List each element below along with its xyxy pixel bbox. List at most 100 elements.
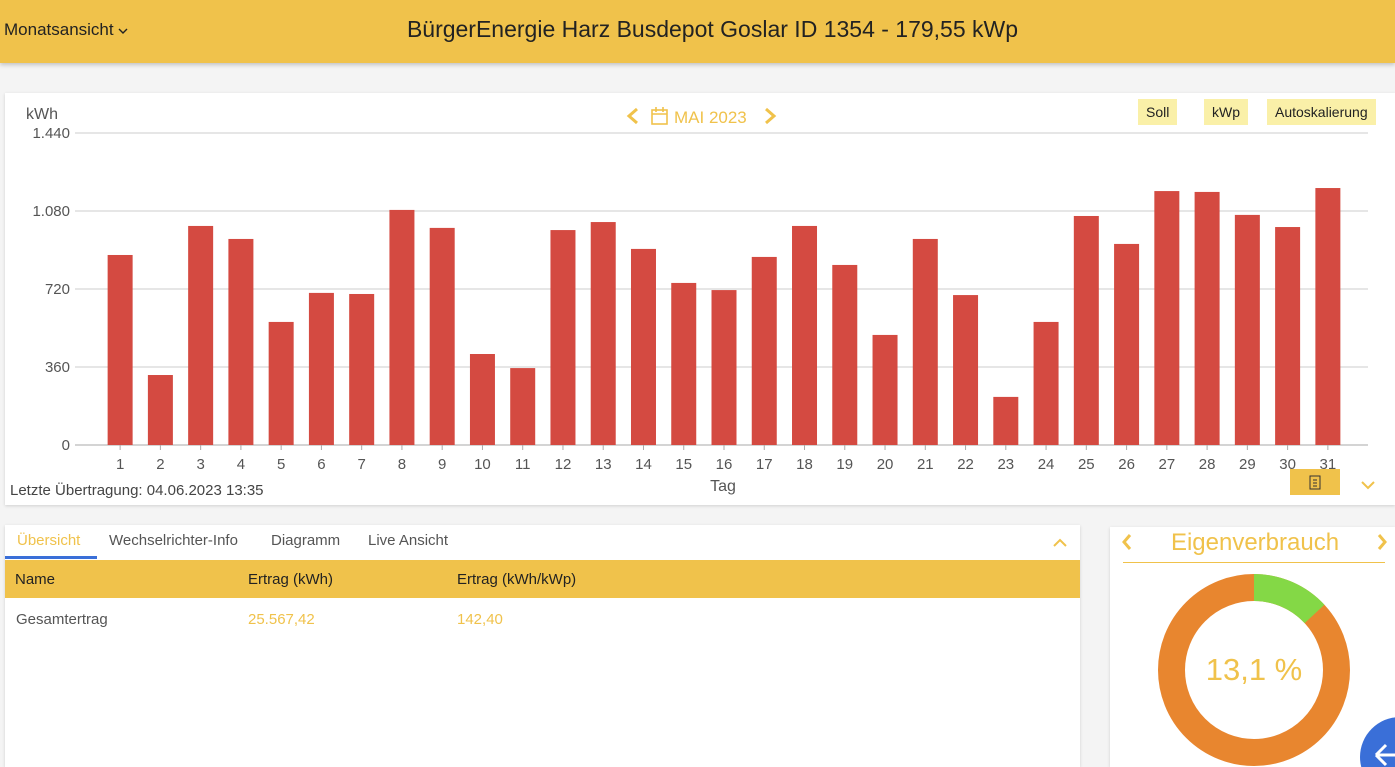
bar bbox=[912, 238, 938, 445]
soll-button[interactable]: Soll bbox=[1138, 99, 1178, 125]
table-cell: 25.567,42 bbox=[248, 611, 315, 628]
pdf-button[interactable] bbox=[1290, 469, 1340, 495]
fab-icon bbox=[1374, 743, 1395, 767]
view-menu[interactable]: Monatsansicht bbox=[4, 20, 128, 40]
tab[interactable]: Übersicht bbox=[17, 532, 81, 549]
bar bbox=[1073, 215, 1099, 445]
x-tick-label: 30 bbox=[1279, 456, 1296, 473]
table-cell: 142,40 bbox=[457, 611, 503, 628]
x-axis-label: Tag bbox=[710, 478, 736, 495]
x-tick-label: 13 bbox=[595, 456, 612, 473]
y-tick-label: 1.080 bbox=[32, 203, 70, 220]
bar bbox=[872, 334, 898, 445]
bar bbox=[671, 282, 697, 445]
bar bbox=[792, 225, 818, 445]
last-transfer: Letzte Übertragung: 04.06.2023 13:35 bbox=[10, 482, 264, 499]
next-month[interactable] bbox=[765, 107, 777, 125]
collapse-chevron[interactable] bbox=[1052, 538, 1068, 548]
x-tick-label: 17 bbox=[756, 456, 773, 473]
view-menu-label[interactable]: Monatsansicht bbox=[4, 20, 114, 39]
x-tick-label: 4 bbox=[237, 456, 245, 473]
column-header: Ertrag (kWh) bbox=[248, 571, 334, 588]
chevron bbox=[118, 28, 128, 34]
prev-arrow[interactable] bbox=[1122, 534, 1132, 550]
bar bbox=[993, 396, 1019, 445]
y-tick-label: 360 bbox=[45, 359, 70, 376]
x-tick-label: 10 bbox=[474, 456, 491, 473]
x-tick-label: 19 bbox=[836, 456, 853, 473]
bar bbox=[188, 225, 214, 445]
x-tick-label: 8 bbox=[398, 456, 406, 473]
x-tick-label: 28 bbox=[1199, 456, 1216, 473]
bar bbox=[590, 222, 616, 445]
bar bbox=[510, 368, 536, 445]
page-title: BürgerEnergie Harz Busdepot Goslar ID 13… bbox=[406, 16, 1019, 42]
x-tick-label: 25 bbox=[1078, 456, 1095, 473]
bar bbox=[711, 290, 737, 445]
table-cell: Gesamtertrag bbox=[16, 611, 108, 628]
tab[interactable]: Wechselrichter-Info bbox=[109, 532, 238, 549]
x-tick-label: 1 bbox=[116, 456, 124, 473]
kwp-button[interactable]: kWp bbox=[1204, 99, 1248, 125]
x-tick-label: 18 bbox=[796, 456, 813, 473]
y-tick-label: 720 bbox=[45, 281, 70, 298]
x-tick-label: 15 bbox=[675, 456, 692, 473]
x-tick-label: 14 bbox=[635, 456, 652, 473]
y-tick-label: 0 bbox=[62, 437, 70, 454]
tab[interactable]: Diagramm bbox=[271, 532, 341, 549]
x-tick-label: 11 bbox=[515, 456, 531, 473]
bar bbox=[389, 209, 415, 445]
column-header: Name bbox=[15, 571, 56, 588]
bar bbox=[469, 354, 495, 445]
expand-chevron[interactable] bbox=[1361, 481, 1375, 490]
x-tick-label: 31 bbox=[1320, 456, 1337, 473]
bar bbox=[630, 248, 656, 445]
bar bbox=[832, 264, 858, 445]
x-tick-label: 12 bbox=[555, 456, 572, 473]
x-tick-label: 22 bbox=[957, 456, 974, 473]
column-header: Ertrag (kWh/kWp) bbox=[457, 571, 577, 588]
bar bbox=[1154, 191, 1180, 445]
bar bbox=[308, 292, 334, 445]
bar bbox=[268, 321, 294, 445]
donut-title: Eigenverbrauch bbox=[1170, 529, 1340, 556]
x-tick-label: 27 bbox=[1158, 456, 1175, 473]
x-tick-label: 9 bbox=[438, 456, 446, 473]
month-label[interactable]: MAI 2023 bbox=[674, 108, 747, 127]
bar bbox=[107, 254, 133, 445]
x-tick-label: 23 bbox=[997, 456, 1014, 473]
active-tab-indicator bbox=[5, 556, 97, 559]
tab[interactable]: Live Ansicht bbox=[368, 532, 449, 549]
x-tick-label: 16 bbox=[716, 456, 733, 473]
x-tick-label: 26 bbox=[1118, 456, 1135, 473]
bar bbox=[550, 230, 576, 445]
donut-label: 13,1 % bbox=[1205, 652, 1303, 687]
top-bar bbox=[0, 0, 1395, 63]
x-tick-label: 3 bbox=[196, 456, 204, 473]
donut-segment bbox=[1158, 574, 1350, 766]
divider bbox=[1123, 562, 1385, 563]
bar bbox=[228, 238, 254, 445]
y-axis-label: kWh bbox=[26, 106, 58, 123]
bar bbox=[1033, 321, 1059, 445]
calendar-icon bbox=[651, 107, 668, 125]
x-tick-label: 24 bbox=[1038, 456, 1055, 473]
autoscale-button[interactable]: Autoskalierung bbox=[1267, 99, 1376, 125]
bar bbox=[429, 227, 455, 445]
bar bbox=[147, 375, 173, 445]
table-header bbox=[5, 560, 1080, 598]
donut-panel bbox=[1110, 527, 1395, 767]
prev-month[interactable] bbox=[626, 107, 638, 125]
bar bbox=[1194, 191, 1220, 445]
y-tick-label: 1.440 bbox=[32, 125, 70, 142]
pdf-icon bbox=[1309, 475, 1321, 490]
bar bbox=[1275, 227, 1301, 445]
bar bbox=[349, 293, 375, 445]
bar bbox=[751, 256, 777, 445]
x-tick-label: 21 bbox=[917, 456, 934, 473]
bar bbox=[1315, 188, 1341, 446]
fab-button[interactable] bbox=[1360, 717, 1395, 767]
next-arrow[interactable] bbox=[1377, 534, 1387, 550]
